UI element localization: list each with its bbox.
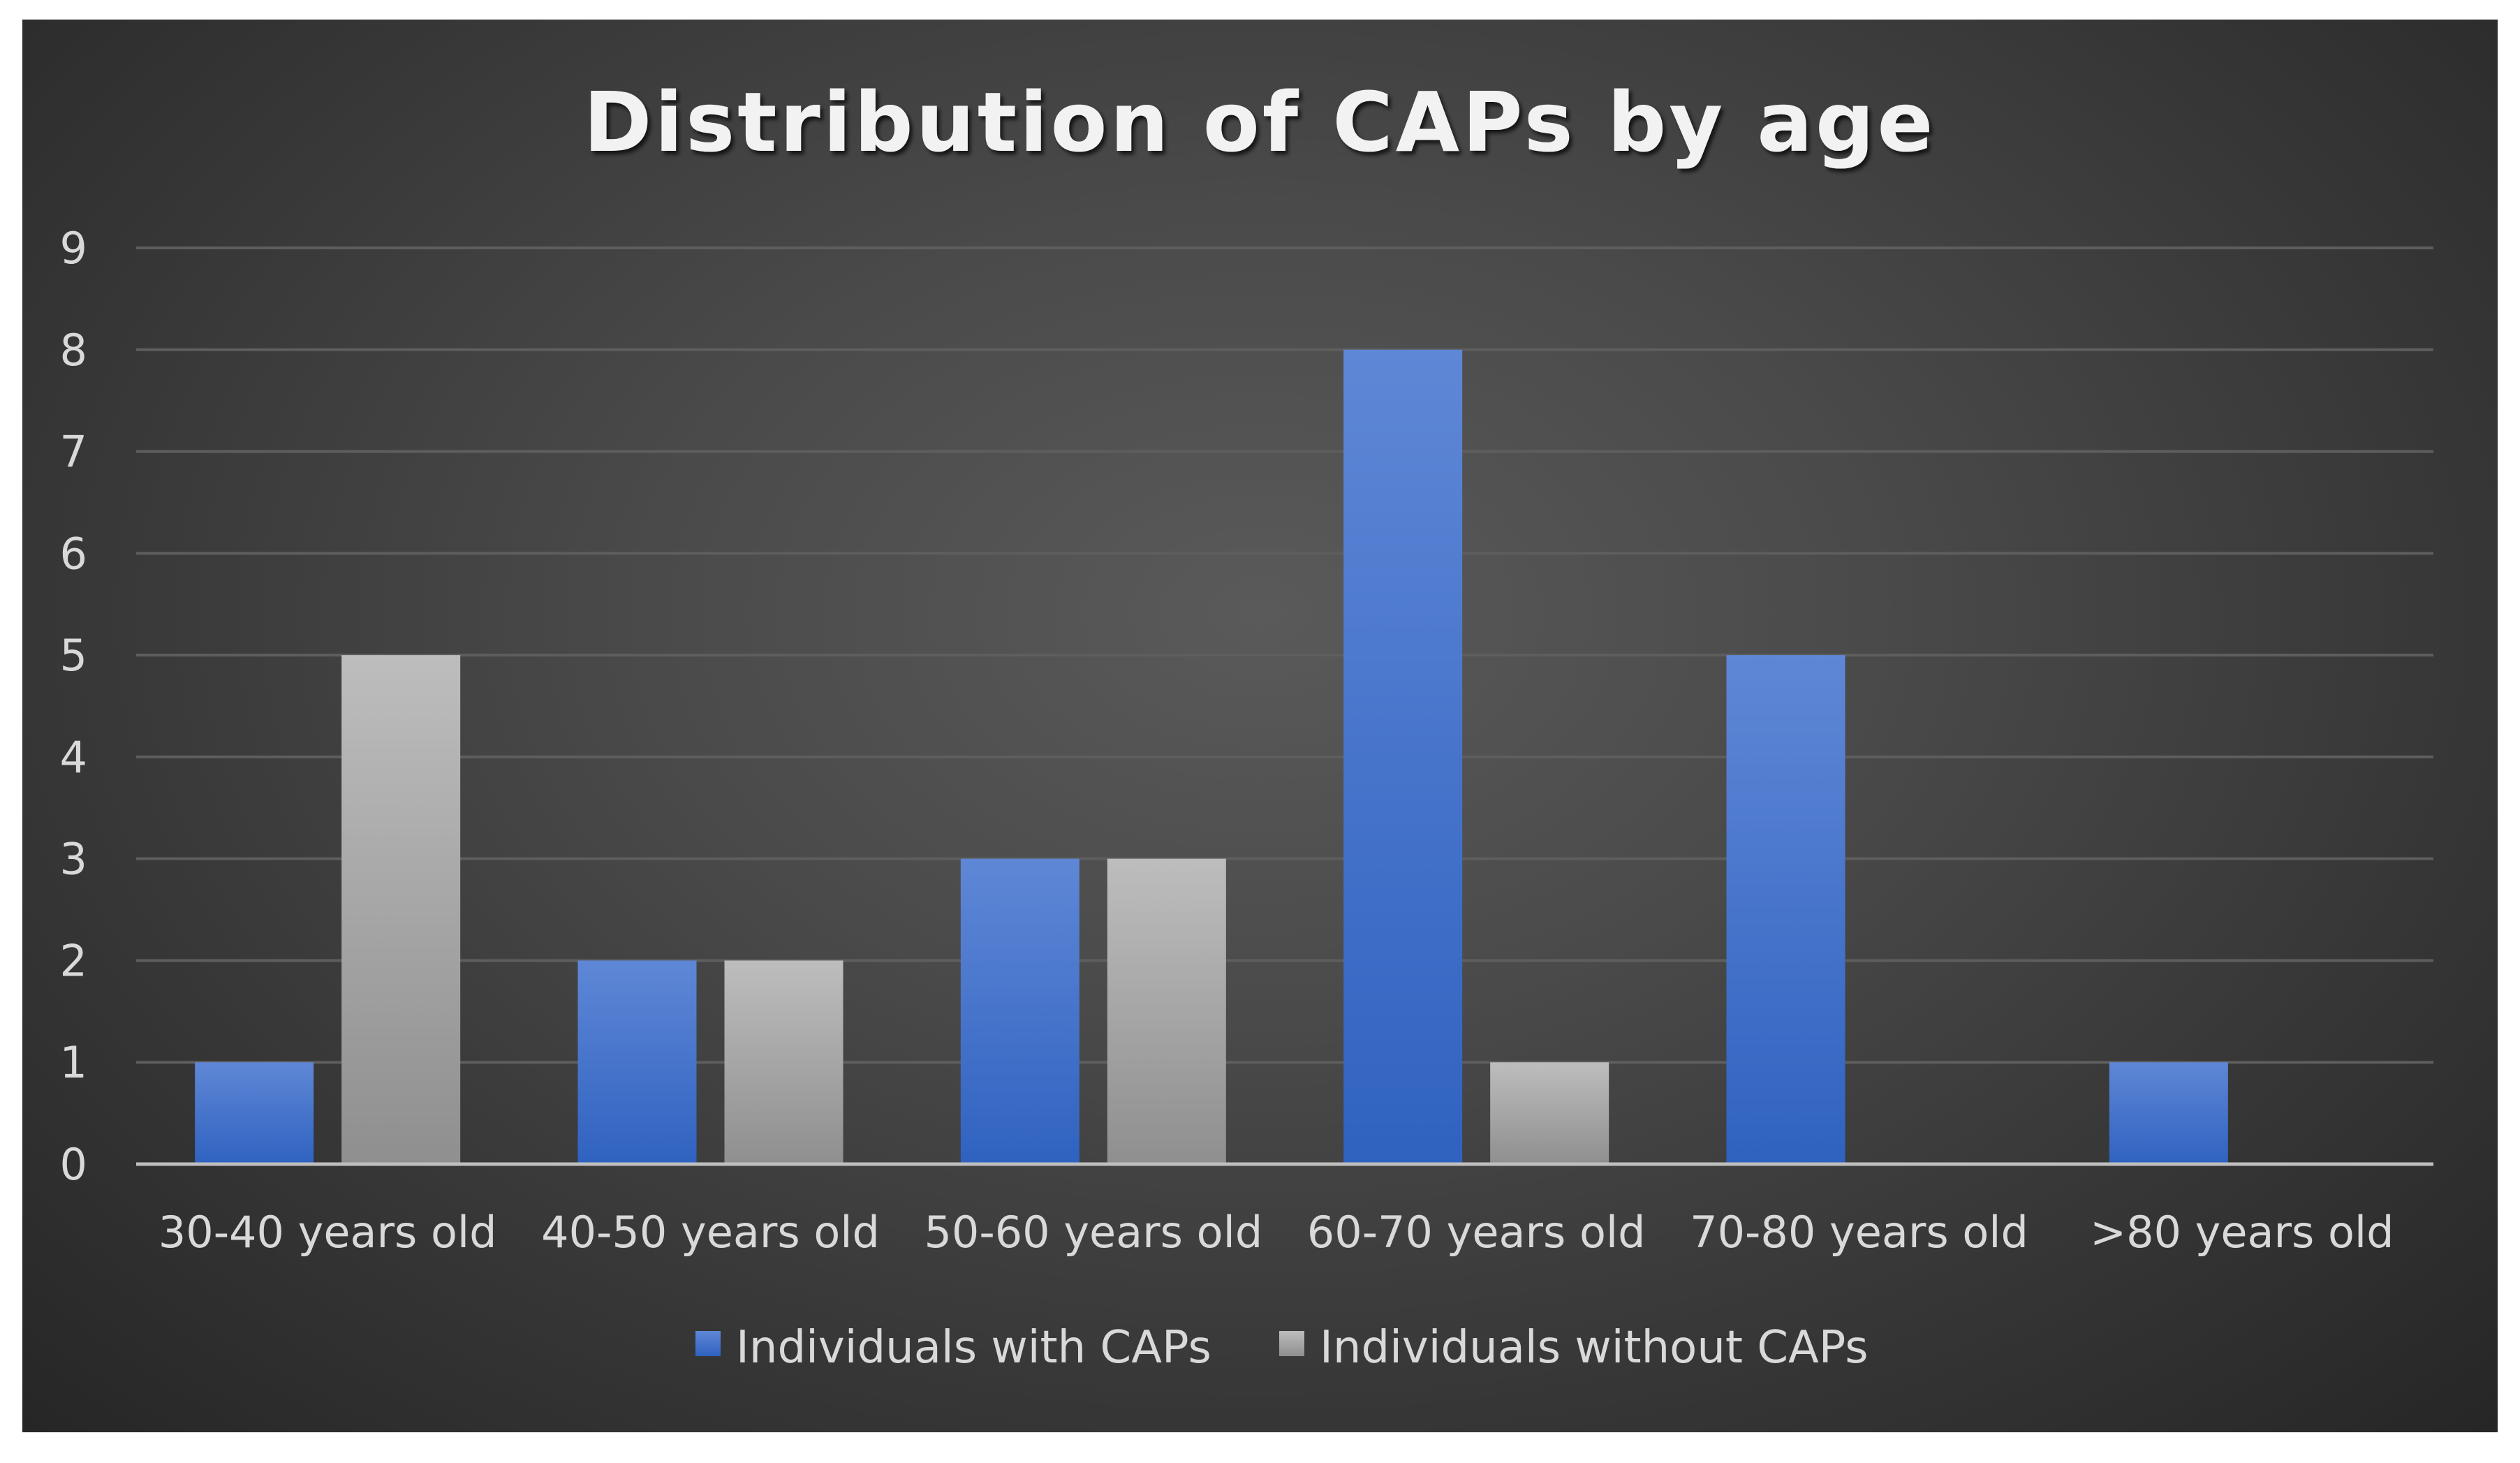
y-tick-label-0: 0	[60, 1139, 87, 1190]
bar-with-caps-4	[1726, 655, 1845, 1164]
y-tick-label-7: 7	[60, 427, 87, 478]
x-tick-label-3: 60-70 years old	[1307, 1207, 1646, 1258]
legend: Individuals with CAPs Individuals withou…	[695, 1322, 1869, 1374]
y-tick-label-9: 9	[60, 223, 87, 274]
bar-with-caps-5	[2109, 1062, 2228, 1164]
x-tick-label-2: 50-60 years old	[924, 1207, 1262, 1258]
x-tick-label-0: 30-40 years old	[159, 1207, 497, 1258]
y-tick-label-5: 5	[60, 630, 87, 681]
y-tick-label-1: 1	[60, 1037, 87, 1088]
y-axis-ticks: 0 1 2 3 4 5 6 7 8 9	[60, 223, 87, 1190]
bar-without-caps-0	[341, 655, 461, 1164]
bar-without-caps-2	[1107, 858, 1226, 1164]
bar-with-caps-1	[577, 960, 697, 1164]
x-tick-label-4: 70-80 years old	[1690, 1207, 2028, 1258]
bars	[195, 349, 2228, 1164]
y-tick-label-8: 8	[60, 325, 87, 376]
x-tick-label-5: >80 years old	[2090, 1207, 2394, 1258]
bar-without-caps-3	[1490, 1062, 1609, 1164]
y-tick-label-6: 6	[60, 528, 87, 579]
bar-without-caps-1	[724, 960, 843, 1164]
chart-title: Distribution of CAPs by age	[584, 74, 1936, 170]
bar-with-caps-2	[960, 858, 1080, 1164]
legend-swatch-with-caps	[695, 1331, 721, 1356]
gridlines	[136, 247, 2433, 1064]
legend-label-with-caps: Individuals with CAPs	[736, 1322, 1211, 1374]
legend-swatch-without-caps	[1279, 1331, 1304, 1356]
x-axis-labels: 30-40 years old 40-50 years old 50-60 year…	[159, 1207, 2394, 1258]
legend-label-without-caps: Individuals without CAPs	[1320, 1322, 1869, 1374]
y-tick-label-4: 4	[60, 732, 87, 783]
bar-with-caps-3	[1343, 349, 1463, 1164]
y-tick-label-2: 2	[60, 935, 87, 986]
y-tick-label-3: 3	[60, 834, 87, 885]
x-tick-label-1: 40-50 years old	[541, 1207, 880, 1258]
bar-with-caps-0	[195, 1062, 314, 1164]
